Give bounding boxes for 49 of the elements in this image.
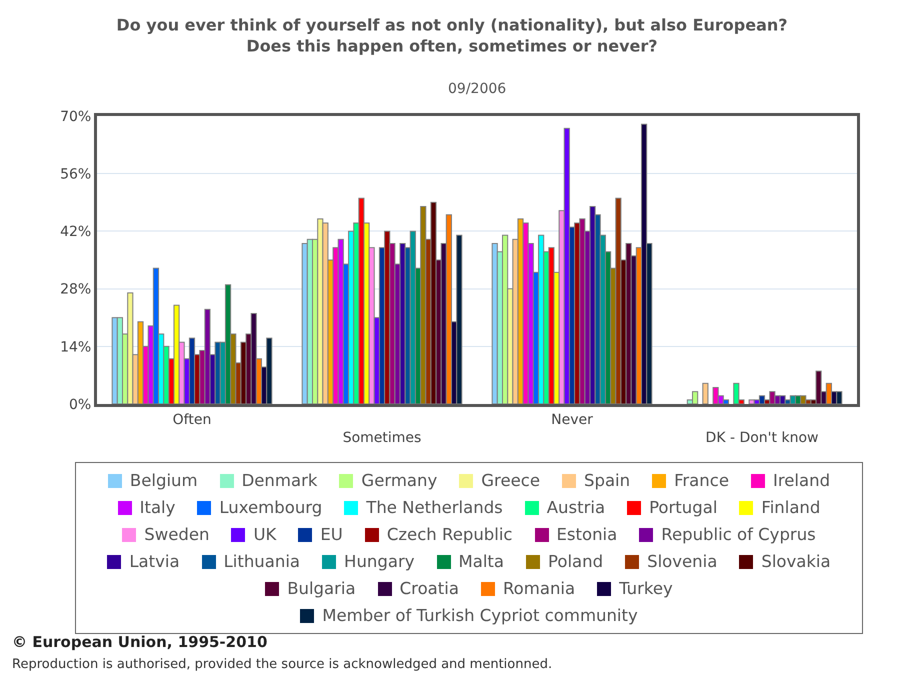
y-tick-label: 14% bbox=[60, 339, 92, 356]
legend-label: Portugal bbox=[649, 497, 718, 519]
legend-label: Poland bbox=[548, 551, 604, 573]
y-tick-label: 42% bbox=[60, 224, 92, 240]
legend-label: Denmark bbox=[242, 470, 318, 492]
legend-label: Ireland bbox=[772, 470, 830, 492]
bar bbox=[748, 399, 755, 404]
y-tick-label: 56% bbox=[60, 166, 92, 182]
legend-label: Bulgaria bbox=[287, 578, 356, 600]
legend-label: Lithuania bbox=[224, 551, 300, 573]
legend-label: Belgium bbox=[130, 470, 198, 492]
legend-label: Finland bbox=[761, 497, 820, 519]
bar bbox=[492, 243, 498, 404]
bar bbox=[702, 382, 708, 404]
legend-label: Austria bbox=[546, 497, 606, 519]
legend-label: France bbox=[674, 470, 729, 492]
legend-label: Turkey bbox=[619, 578, 673, 600]
legend-label: Slovenia bbox=[647, 551, 718, 573]
legend-label: EU bbox=[320, 524, 343, 546]
legend-label: Latvia bbox=[129, 551, 180, 573]
text: © European Union, 1995-2010 bbox=[12, 633, 268, 651]
legend-label: Member of Turkish Cypriot community bbox=[322, 605, 638, 627]
legend-label: Luxembourg bbox=[219, 497, 322, 519]
legend-label: Sweden bbox=[144, 524, 210, 546]
y-tick-label: 0% bbox=[68, 396, 92, 413]
legend-label: Germany bbox=[361, 470, 438, 492]
x-tick-label: Often bbox=[172, 412, 212, 428]
legend-label: The Netherlands bbox=[366, 497, 503, 519]
chart-subtitle: 09/2006 bbox=[448, 81, 506, 97]
x-tick-label: DK - Don't know bbox=[706, 430, 818, 446]
y-tick-label: 70% bbox=[60, 108, 92, 125]
y-tick-label: 28% bbox=[60, 282, 92, 298]
legend-label: Hungary bbox=[344, 551, 414, 573]
legend-label: Romania bbox=[502, 578, 576, 600]
legend-label: Malta bbox=[458, 551, 504, 573]
legend-label: Greece bbox=[481, 470, 540, 492]
x-tick-label: Never bbox=[551, 412, 594, 428]
text: Reproduction is authorised, provided the source is acknowledged and mentionned. bbox=[12, 657, 552, 672]
legend-label: Italy bbox=[140, 497, 176, 519]
legend-label: Slovakia bbox=[761, 551, 831, 573]
x-tick-label: Sometimes bbox=[342, 430, 422, 446]
legend-label: Estonia bbox=[556, 524, 618, 546]
bar bbox=[302, 243, 308, 404]
legend-label: UK bbox=[253, 524, 276, 546]
legend-label: Czech Republic bbox=[386, 524, 512, 546]
chart-title: Do you ever think of yourself as not only (nationality), but also European? Does this happen often, sometimes or never? bbox=[116, 16, 788, 56]
legend-label: Croatia bbox=[400, 578, 459, 600]
legend-label: Spain bbox=[584, 470, 630, 492]
legend-label: Republic of Cyprus bbox=[661, 524, 816, 546]
